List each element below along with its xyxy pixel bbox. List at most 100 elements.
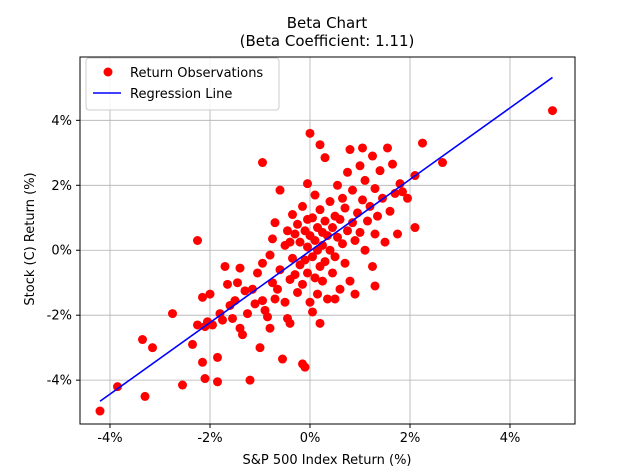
data-point: [290, 229, 300, 239]
data-point: [328, 223, 337, 233]
data-point: [250, 299, 260, 309]
y-tick-label: -4%: [47, 374, 72, 389]
data-point: [320, 216, 330, 226]
data-point: [338, 193, 347, 203]
data-point: [360, 245, 370, 255]
data-point: [358, 195, 367, 205]
data-point: [315, 205, 325, 215]
data-point: [300, 362, 310, 372]
data-point: [285, 318, 295, 328]
data-point: [213, 352, 222, 362]
data-point: [293, 219, 302, 229]
data-point: [275, 265, 285, 275]
data-point: [385, 206, 395, 216]
data-point: [298, 201, 307, 211]
data-point: [383, 143, 392, 153]
data-point: [330, 294, 340, 304]
data-point: [333, 180, 342, 190]
data-point: [350, 289, 360, 299]
data-point: [280, 297, 290, 307]
data-point: [393, 229, 402, 239]
data-point: [335, 214, 345, 224]
data-point: [313, 289, 322, 299]
data-point: [293, 287, 302, 297]
data-point: [365, 201, 375, 211]
legend-box: [85, 57, 280, 111]
y-axis-ticks: -4% -2% 0% 2% 4%: [47, 114, 80, 389]
data-point: [290, 270, 300, 280]
data-point: [188, 339, 197, 349]
data-point: [218, 315, 227, 325]
data-point: [95, 406, 105, 416]
data-point: [398, 187, 407, 197]
data-point: [370, 184, 380, 194]
data-point: [223, 279, 232, 289]
data-point: [288, 253, 297, 263]
data-point: [318, 276, 327, 286]
data-point: [255, 343, 265, 353]
y-tick-label: 4%: [51, 114, 72, 129]
data-point: [208, 320, 217, 330]
data-point: [345, 145, 355, 155]
data-point: [368, 261, 377, 271]
data-point: [245, 375, 255, 385]
data-point: [340, 258, 350, 268]
data-point: [308, 307, 317, 317]
data-point: [368, 151, 377, 161]
data-point: [320, 153, 330, 163]
data-point: [228, 313, 237, 323]
data-point: [285, 237, 295, 247]
x-axis-label: S&P 500 Index Return (%): [243, 453, 412, 468]
data-point: [270, 218, 280, 228]
data-point: [140, 391, 150, 401]
data-point: [375, 166, 385, 176]
data-point: [380, 237, 390, 247]
data-point: [438, 158, 447, 168]
data-point: [335, 284, 345, 294]
data-point: [403, 193, 412, 203]
data-point: [303, 179, 312, 189]
data-point: [265, 250, 275, 260]
data-point: [333, 232, 342, 242]
data-point: [235, 263, 245, 273]
data-point: [363, 216, 372, 226]
data-point: [270, 294, 280, 304]
data-point: [343, 226, 352, 236]
legend: Return Observations Regression Line: [85, 57, 280, 111]
data-point: [350, 236, 360, 245]
data-point: [213, 377, 222, 387]
data-point: [295, 237, 305, 247]
data-point: [548, 106, 557, 116]
data-point: [418, 138, 427, 148]
data-point: [193, 236, 202, 245]
data-point: [205, 289, 215, 299]
data-point: [360, 175, 370, 185]
data-point: [198, 292, 207, 302]
data-point: [273, 284, 282, 294]
data-point: [328, 268, 337, 278]
data-point: [300, 255, 310, 265]
data-point: [198, 357, 207, 367]
data-point: [355, 227, 365, 237]
data-point: [373, 211, 382, 221]
x-tick-label: 2%: [400, 431, 421, 446]
legend-label-regression: Regression Line: [130, 87, 232, 102]
data-point: [320, 257, 330, 267]
data-point: [288, 210, 297, 220]
data-point: [283, 226, 292, 236]
data-point: [268, 278, 277, 288]
data-point: [348, 185, 357, 195]
data-point: [303, 242, 312, 252]
data-point: [370, 281, 380, 291]
data-point: [220, 261, 230, 271]
data-point: [258, 296, 267, 306]
chart-title-line2: (Beta Coefficient: 1.11): [240, 32, 415, 50]
data-point: [305, 128, 315, 138]
x-tick-label: -2%: [197, 431, 222, 446]
data-point: [318, 227, 327, 237]
regression-line: [99, 76, 553, 402]
chart-title-line1: Beta Chart: [287, 14, 368, 32]
axes-frame: [79, 56, 576, 425]
y-axis-label: Stock (C) Return (%): [23, 172, 38, 305]
